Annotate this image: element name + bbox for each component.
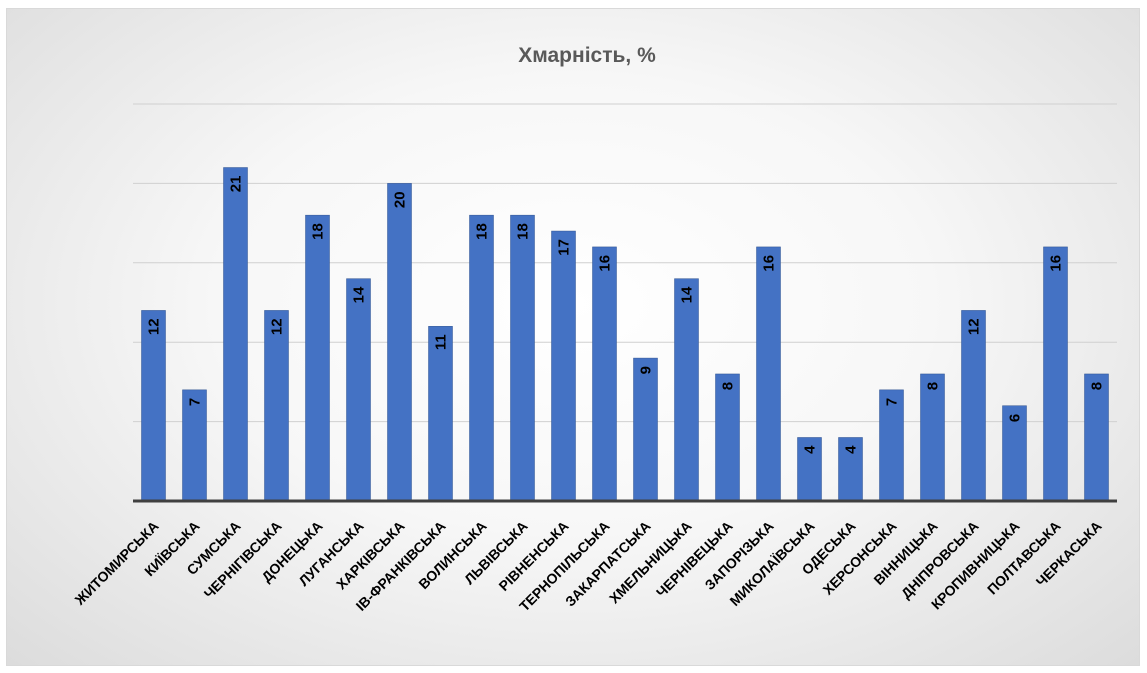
- bar: [920, 373, 945, 502]
- data-label: 21: [228, 176, 245, 193]
- bar: [838, 437, 863, 502]
- data-label: 16: [1048, 255, 1065, 272]
- bar: [428, 326, 453, 502]
- bar: [756, 246, 781, 502]
- data-label: 16: [597, 255, 614, 272]
- bar: [469, 214, 494, 502]
- value-labels: 12 7 21 12 18 14 20 11 18 18 17 16 9 14 8 16 4 4 7 8 12 6 16 8: [146, 176, 1106, 454]
- data-label: 16: [761, 255, 778, 272]
- data-label: 18: [474, 223, 491, 240]
- data-label: 18: [310, 223, 327, 240]
- bar: [510, 214, 535, 502]
- data-label: 4: [843, 445, 860, 454]
- gridlines: [133, 103, 1117, 423]
- data-label: 17: [556, 239, 573, 256]
- data-label: 12: [146, 318, 163, 335]
- data-label: 11: [433, 334, 450, 350]
- data-label: 14: [351, 286, 368, 303]
- bar: [633, 357, 658, 502]
- bar: [387, 183, 412, 502]
- chart-area: Хмарність, % 12 7 21 12 18 14 20 11 18 18 17 16 9 14 8…: [6, 8, 1140, 666]
- data-label: 7: [884, 398, 901, 406]
- bars: [141, 167, 1109, 502]
- bar-chart: Хмарність, % 12 7 21 12 18 14 20 11 18 18 17 16 9 14 8…: [71, 44, 1117, 615]
- bar: [551, 230, 576, 502]
- bar: [1043, 246, 1068, 502]
- x-tick-label: ПОЛТАВСЬКА: [984, 518, 1064, 598]
- x-tick-label: ХЕРСОНСЬКА: [820, 518, 900, 598]
- data-label: 12: [269, 318, 286, 335]
- bar: [879, 389, 904, 502]
- bar: [674, 278, 699, 502]
- data-label: 12: [966, 318, 983, 335]
- data-label: 14: [679, 286, 696, 303]
- bar: [346, 278, 371, 502]
- chart-title: Хмарність, %: [518, 44, 656, 67]
- bar: [305, 214, 330, 502]
- data-label: 8: [925, 382, 942, 390]
- bar: [141, 310, 166, 502]
- category-labels: ЖИТОМИРСЬКАКИЇВСЬКАСУМСЬКАЧЕРНІГІВСЬКАДО…: [71, 518, 1105, 615]
- data-label: 20: [392, 191, 409, 208]
- data-label: 6: [1007, 414, 1024, 422]
- bar: [182, 389, 207, 502]
- bar: [1002, 405, 1027, 502]
- bar: [961, 310, 986, 502]
- bar: [264, 310, 289, 502]
- bar: [223, 167, 248, 502]
- data-label: 8: [1089, 382, 1106, 390]
- data-label: 18: [515, 223, 532, 240]
- bar: [715, 373, 740, 502]
- data-label: 4: [802, 445, 819, 454]
- bar: [592, 246, 617, 502]
- data-label: 9: [638, 366, 655, 374]
- bar: [1084, 373, 1109, 502]
- data-label: 8: [720, 382, 737, 390]
- data-label: 7: [187, 398, 204, 406]
